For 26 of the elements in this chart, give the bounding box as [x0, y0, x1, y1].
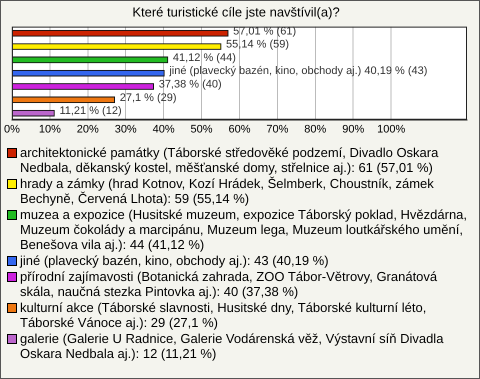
data-label: jiné (plavecký bazén, kino, obchody aj.) 40,19 % (43) — [168, 65, 428, 78]
data-label: 41,12 % (44) — [172, 52, 236, 64]
legend-label: přírodní zajímavosti (Botanická zahrada, ZOO Tábor-Větrovy, Granátová skála, naučná stezka Pintovka aj.): 40 (37,38 %) — [20, 269, 438, 299]
data-label: 55,14 % (59) — [226, 38, 290, 51]
data-label: 11,21 % (12) — [59, 105, 122, 118]
legend-label: hrady a zámky (hrad Kotnov, Kozí Hrádek, Šelmberk, Choustník, zámek Bechyně, Červená Lhota): 59 (55,14 %) — [20, 176, 435, 206]
x-tick-label: 80% — [304, 123, 327, 136]
legend-label: jiné (plavecký bazén, kino, obchody aj.): 43 (40,19 %) — [20, 253, 329, 268]
legend-label: kulturní akce (Táborské slavnosti, Husitské dny, Táborské kulturní léto, Táborské Vánoce aj.): 29 (27,1 %) — [20, 300, 428, 330]
x-tick-label: 100% — [377, 123, 406, 136]
x-tick-label: 90% — [342, 123, 364, 136]
x-tick-label: 50% — [190, 123, 213, 136]
legend-label: galerie (Galerie U Radnice, Galerie Vodárenská věž, Výstavní síň Divadla Oskara Nedbala aj.): 12 (11,21 %) — [20, 331, 444, 361]
x-tick-label: 20% — [76, 123, 100, 136]
data-label: 37,38 % (40) — [158, 78, 222, 91]
x-tick-label: 70% — [266, 123, 289, 136]
data-label: 27,1 % (29) — [120, 92, 177, 104]
legend-label: muzea a expozice (Husitské muzeum, expozice Táborský poklad, Hvězdárna, Muzeum čokolády a marcipánu, Muzeum lega, Muzeum loutkářského umění, Benešova vila aj.): 44 (41,12 %) — [20, 207, 468, 252]
x-tick-label: 0% — [4, 123, 20, 136]
legend-label: architektonické památky (Táborské středověké podzemí, Divadlo Oskara Nedbala, děkanský kostel, měšťanské domy, střelnice aj.): 61 (57,01 %) — [20, 145, 440, 175]
x-tick-label: 40% — [152, 123, 175, 136]
data-label: 57,01 % (61) — [233, 25, 296, 38]
x-tick-label: 60% — [228, 123, 251, 136]
x-tick-label: 10% — [38, 123, 62, 136]
chart-title: Které turistické cíle jste navštívil(a)? — [132, 4, 340, 20]
x-tick-label: 30% — [114, 123, 137, 136]
